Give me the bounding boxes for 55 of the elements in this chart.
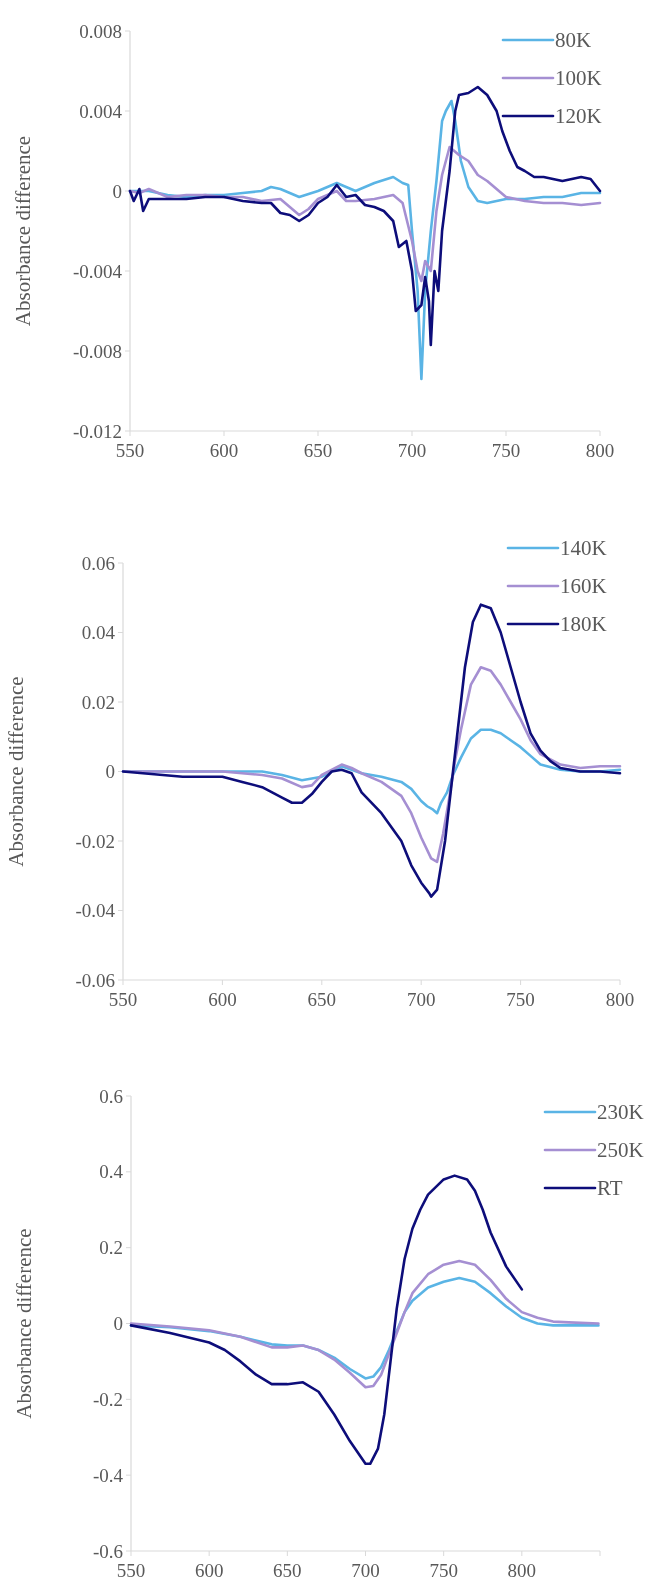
x-tick-label: 700 [397, 440, 427, 461]
x-tick-label: 550 [115, 440, 145, 461]
y-tick-label: -0.02 [75, 830, 115, 852]
y-tick-label: 0 [105, 761, 115, 783]
y-tick-label: -0.004 [72, 260, 123, 282]
y-tick-label: -0.012 [72, 420, 122, 442]
line-series [129, 1259, 600, 1389]
legend-label: 100K [555, 66, 602, 91]
y-tick-label: 0.6 [99, 1085, 123, 1107]
y-tick-label: -0.4 [92, 1464, 124, 1486]
x-tick-label: 600 [194, 1560, 224, 1581]
y-axis-title: Absorbance difference [12, 1228, 36, 1419]
y-tick-label: 0.06 [81, 552, 115, 574]
y-tick-label: 0.004 [79, 100, 123, 122]
line-series [128, 145, 602, 283]
x-tick-label: 700 [406, 989, 436, 1010]
y-tick-label: -0.04 [75, 900, 116, 922]
legend-label: 80K [555, 28, 592, 53]
x-tick-label: 700 [351, 1560, 380, 1581]
x-tick-label: 650 [303, 440, 333, 461]
x-tick-label: 550 [116, 1560, 146, 1581]
y-tick-label: 0.008 [79, 20, 122, 42]
legend-label: RT [597, 1176, 623, 1201]
x-tick-label: 750 [491, 440, 521, 461]
line-series [128, 85, 602, 347]
x-tick-label: 800 [605, 989, 635, 1010]
x-tick-label: 600 [208, 989, 237, 1010]
y-tick-label: 0 [112, 180, 122, 202]
legend-label: 120K [555, 104, 602, 129]
x-tick-label: 800 [585, 440, 615, 461]
y-tick-label: 0.2 [99, 1237, 123, 1259]
y-tick-label: -0.6 [92, 1540, 123, 1562]
y-tick-label: -0.008 [72, 340, 122, 362]
x-tick-label: 550 [108, 989, 138, 1010]
x-tick-label: 800 [507, 1560, 537, 1581]
x-tick-label: 650 [307, 989, 337, 1010]
x-tick-label: 600 [209, 440, 239, 461]
y-tick-label: 0.4 [99, 1161, 124, 1183]
legend-label: 230K [597, 1100, 644, 1125]
line-series [129, 1174, 524, 1466]
y-tick-label: -0.06 [75, 969, 115, 991]
x-tick-label: 750 [429, 1560, 458, 1581]
x-tick-label: 750 [506, 989, 535, 1010]
legend-label: 180K [560, 612, 607, 637]
y-axis-title: Absorbance difference [4, 676, 28, 867]
y-tick-label: 0.02 [81, 691, 115, 713]
legend-label: 250K [597, 1138, 644, 1163]
y-axis-title: Absorbance difference [11, 135, 35, 327]
y-tick-label: -0.2 [92, 1388, 123, 1410]
y-tick-label: 0.04 [81, 622, 116, 644]
y-tick-label: 0 [113, 1313, 123, 1335]
x-tick-label: 650 [273, 1560, 302, 1581]
legend-label: 140K [560, 536, 607, 561]
line-series [121, 603, 622, 898]
legend-label: 160K [560, 574, 607, 599]
